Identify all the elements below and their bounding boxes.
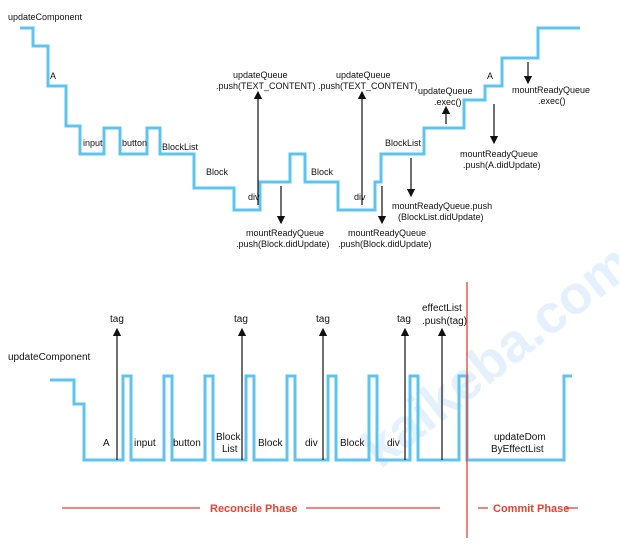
top-staircase-line: [20, 26, 580, 212]
cell-div-2: div: [387, 438, 400, 449]
uq3-text-1: updateQueue: [418, 86, 473, 96]
uq1-text-1: updateQueue: [233, 70, 288, 80]
bottom-root-label: updateComponent: [8, 352, 91, 363]
effect-text-1: effectList: [422, 303, 462, 314]
mr4-text-2: .push(A.didUpdate): [463, 160, 541, 170]
cell-blocklist-2: List: [222, 444, 238, 455]
mr2-text-2: .push(Block.didUpdate): [338, 239, 432, 249]
top-root-label: updateComponent: [8, 12, 83, 22]
top-node-a-2: A: [487, 71, 493, 81]
uq3-text-2: .exec(): [434, 97, 462, 107]
mr3-text-1: mountReadyQueue.push: [392, 201, 492, 211]
uq1-text-2: .push(TEXT_CONTENT): [216, 81, 316, 91]
tag-label-3: tag: [316, 314, 330, 325]
top-node-input: input: [83, 138, 103, 148]
effect-text-2: .push(tag): [422, 316, 467, 327]
top-node-div-2: div: [354, 192, 366, 202]
top-node-block-2: Block: [311, 167, 334, 177]
cell-blocklist-1: Block: [216, 432, 241, 443]
cell-button: button: [173, 438, 201, 449]
cell-a: A: [103, 438, 110, 449]
mr5-text-2: .exec(): [538, 96, 566, 106]
mr5-text-1: mountReadyQueue: [512, 85, 590, 95]
commit-phase-label: Commit Phase: [493, 503, 569, 515]
cell-block-1: Block: [258, 438, 283, 449]
bottom-waveform-line: [50, 374, 572, 462]
mr1-text-1: mountReadyQueue: [246, 228, 324, 238]
mr2-text-1: mountReadyQueue: [348, 228, 426, 238]
top-node-button: button: [122, 138, 147, 148]
cell-update-dom-2: ByEffectList: [491, 444, 544, 455]
top-node-div-1: div: [248, 192, 260, 202]
top-node-blocklist: BlockList: [162, 142, 199, 152]
mr1-text-2: .push(Block.didUpdate): [236, 239, 330, 249]
uq2-text-1: updateQueue: [336, 70, 391, 80]
cell-input: input: [134, 438, 156, 449]
top-node-a: A: [50, 71, 56, 81]
tag-label-1: tag: [110, 314, 124, 325]
tag-label-2: tag: [234, 314, 248, 325]
cell-update-dom-1: updateDom: [494, 432, 546, 443]
cell-block-2: Block: [340, 438, 365, 449]
uq2-text-2: .push(TEXT_CONTENT): [318, 81, 418, 91]
top-node-block-1: Block: [206, 167, 229, 177]
tag-label-4: tag: [397, 314, 411, 325]
reconcile-phase-label: Reconcile Phase: [210, 503, 297, 515]
mr3-text-2: (BlockList.didUpdate): [398, 212, 484, 222]
mr4-text-1: mountReadyQueue: [460, 149, 538, 159]
top-node-blocklist-2: BlockList: [385, 138, 422, 148]
cell-div-1: div: [305, 438, 318, 449]
